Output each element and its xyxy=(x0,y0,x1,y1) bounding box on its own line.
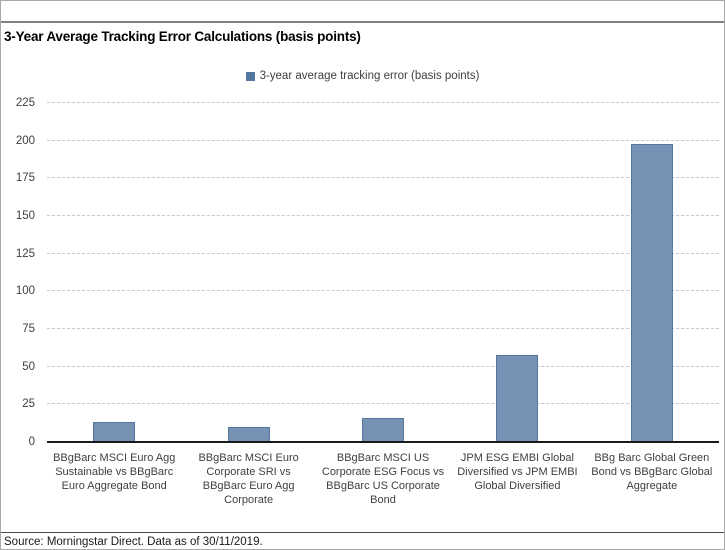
bar-1[interactable] xyxy=(93,422,136,442)
y-tick-label: 125 xyxy=(15,247,35,260)
legend-swatch-icon xyxy=(245,71,255,81)
bar-slot xyxy=(450,103,584,442)
y-axis-ticks: 0 25 50 75 100 125 150 175 200 225 xyxy=(7,97,41,448)
legend: 3-year average tracking error (basis poi… xyxy=(1,70,724,82)
x-category-label: BBgBarc MSCI Euro Agg Sustainable vs BBg… xyxy=(53,452,176,492)
gridline xyxy=(47,215,719,216)
gridline xyxy=(47,177,719,179)
gridline xyxy=(47,403,719,405)
y-tick-label: 225 xyxy=(15,97,35,109)
legend-label: 3-year average tracking error (basis poi… xyxy=(259,70,480,82)
y-tick-label: 75 xyxy=(22,323,35,335)
gridline xyxy=(47,102,719,103)
bar-slot xyxy=(316,103,450,442)
y-tick-label: 100 xyxy=(15,285,35,298)
bar-slot xyxy=(585,103,719,442)
y-tick-label: 25 xyxy=(22,398,35,411)
x-category-label: BBgBarc MSCI Euro Corporate SRI vs BBgBa… xyxy=(198,452,299,506)
y-tick-label: 150 xyxy=(15,210,35,222)
x-axis-line xyxy=(47,441,719,443)
gridline xyxy=(47,252,719,254)
y-tick-label: 50 xyxy=(22,360,35,373)
bar-slot xyxy=(181,103,315,442)
x-category-label: JPM ESG EMBI Global Diversified vs JPM E… xyxy=(457,452,578,492)
source-note: Source: Morningstar Direct. Data as of 3… xyxy=(4,536,263,548)
gridline xyxy=(47,365,719,367)
footer-divider xyxy=(1,532,724,533)
top-divider xyxy=(1,21,724,23)
x-category-label: BBg Barc Global Green Bond vs BBgBarc Gl… xyxy=(591,452,713,492)
bar-2[interactable] xyxy=(227,426,270,442)
y-tick-label: 175 xyxy=(15,172,35,185)
bar-4[interactable] xyxy=(496,354,539,442)
gridline xyxy=(47,290,719,292)
bar-3[interactable] xyxy=(362,417,405,442)
gridline xyxy=(47,328,719,329)
bars-layer xyxy=(47,103,719,442)
plot-area xyxy=(47,102,719,443)
chart-title: 3-Year Average Tracking Error Calculatio… xyxy=(4,29,361,44)
y-tick-label: 200 xyxy=(15,134,35,147)
x-category-label: BBgBarc MSCI US Corporate ESG Focus vs B… xyxy=(321,452,445,506)
y-tick-label: 0 xyxy=(28,436,35,448)
bar-slot xyxy=(47,103,181,442)
x-axis-labels: BBgBarc MSCI Euro Agg Sustainable vs BBg… xyxy=(47,451,719,507)
bar-5[interactable] xyxy=(630,143,673,442)
gridline xyxy=(47,139,719,141)
